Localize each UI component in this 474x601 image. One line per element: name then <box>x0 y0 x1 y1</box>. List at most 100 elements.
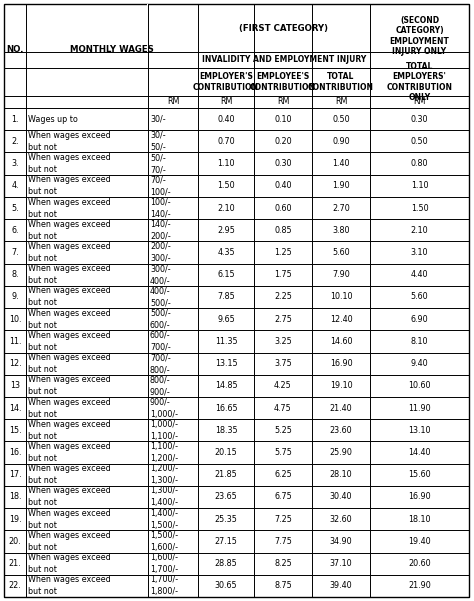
Text: 14.85: 14.85 <box>215 382 237 390</box>
Text: 0.20: 0.20 <box>274 137 292 146</box>
Text: 5.60: 5.60 <box>332 248 350 257</box>
Text: 800/-: 800/- <box>150 376 171 385</box>
Text: 0.90: 0.90 <box>332 137 350 146</box>
Text: 25.35: 25.35 <box>215 514 237 523</box>
Text: 4.: 4. <box>11 182 19 191</box>
Text: 1,000/-: 1,000/- <box>150 419 178 429</box>
Bar <box>147 4 148 96</box>
Text: When wages exceed: When wages exceed <box>28 309 111 318</box>
Text: 4.40: 4.40 <box>411 270 428 279</box>
Text: When wages exceed: When wages exceed <box>28 175 111 185</box>
Text: 1.50: 1.50 <box>410 204 428 213</box>
Text: but not: but not <box>28 276 57 285</box>
Text: 400/-: 400/- <box>150 276 171 285</box>
Text: When wages exceed: When wages exceed <box>28 287 111 296</box>
Text: 50/-: 50/- <box>150 153 166 162</box>
Text: When wages exceed: When wages exceed <box>28 264 111 273</box>
Text: but not: but not <box>28 321 57 330</box>
Text: RM: RM <box>277 97 289 106</box>
Text: MONTHLY WAGES: MONTHLY WAGES <box>70 46 154 55</box>
Text: 17.: 17. <box>9 470 21 479</box>
Text: but not: but not <box>28 188 57 197</box>
Text: 8.75: 8.75 <box>274 581 292 590</box>
Text: 1,500/-: 1,500/- <box>150 531 178 540</box>
Text: 1,100/-: 1,100/- <box>150 432 178 441</box>
Text: 19.40: 19.40 <box>408 537 431 546</box>
Text: 30.65: 30.65 <box>215 581 237 590</box>
Text: 2.: 2. <box>11 137 19 146</box>
Text: 16.: 16. <box>9 448 21 457</box>
Text: 7.85: 7.85 <box>217 293 235 302</box>
Text: but not: but not <box>28 520 57 529</box>
Text: 21.85: 21.85 <box>215 470 237 479</box>
Text: 1,600/-: 1,600/- <box>150 543 178 552</box>
Text: When wages exceed: When wages exceed <box>28 486 111 495</box>
Text: 32.60: 32.60 <box>330 514 352 523</box>
Text: 600/-: 600/- <box>150 331 171 340</box>
Text: 13.10: 13.10 <box>408 426 431 435</box>
Text: 21.40: 21.40 <box>330 403 352 412</box>
Text: EMPLOYER'S
CONTRIBUTION: EMPLOYER'S CONTRIBUTION <box>193 72 259 92</box>
Text: RM: RM <box>413 97 426 106</box>
Text: When wages exceed: When wages exceed <box>28 442 111 451</box>
Text: but not: but not <box>28 476 57 485</box>
Text: EMPLOYEE'S
CONTRIBUTION: EMPLOYEE'S CONTRIBUTION <box>250 72 316 92</box>
Text: 3.75: 3.75 <box>274 359 292 368</box>
Text: 6.90: 6.90 <box>410 315 428 324</box>
Text: but not: but not <box>28 454 57 463</box>
Text: TOTAL
EMPLOYERS'
CONTRIBUTION
ONLY: TOTAL EMPLOYERS' CONTRIBUTION ONLY <box>386 62 453 102</box>
Text: 11.: 11. <box>9 337 21 346</box>
Bar <box>4 67 198 69</box>
Text: 3.: 3. <box>11 159 19 168</box>
Text: RM: RM <box>167 97 179 106</box>
Text: 7.90: 7.90 <box>332 270 350 279</box>
Text: 39.40: 39.40 <box>330 581 352 590</box>
Text: 11.90: 11.90 <box>408 403 431 412</box>
Text: 16.65: 16.65 <box>215 403 237 412</box>
Text: 900/-: 900/- <box>150 398 171 406</box>
Text: Wages up to: Wages up to <box>28 115 78 124</box>
Text: 20.60: 20.60 <box>408 559 431 568</box>
Text: 1.40: 1.40 <box>332 159 350 168</box>
Text: 0.80: 0.80 <box>411 159 428 168</box>
Text: RM: RM <box>220 97 232 106</box>
Text: 500/-: 500/- <box>150 309 171 318</box>
Text: When wages exceed: When wages exceed <box>28 131 111 140</box>
Text: 1,600/-: 1,600/- <box>150 553 178 562</box>
Text: When wages exceed: When wages exceed <box>28 575 111 584</box>
Text: 5.25: 5.25 <box>274 426 292 435</box>
Text: 0.85: 0.85 <box>274 226 292 235</box>
Text: but not: but not <box>28 210 57 219</box>
Text: 1,400/-: 1,400/- <box>150 508 178 517</box>
Text: When wages exceed: When wages exceed <box>28 353 111 362</box>
Text: NO.: NO. <box>6 46 24 55</box>
Text: 30/-: 30/- <box>150 131 165 140</box>
Text: When wages exceed: When wages exceed <box>28 398 111 406</box>
Text: 1,500/-: 1,500/- <box>150 520 178 529</box>
Text: but not: but not <box>28 254 57 263</box>
Text: 140/-: 140/- <box>150 220 171 229</box>
Text: 13: 13 <box>10 382 20 390</box>
Text: When wages exceed: When wages exceed <box>28 464 111 473</box>
Text: 4.25: 4.25 <box>274 382 292 390</box>
Text: 900/-: 900/- <box>150 387 171 396</box>
Text: but not: but not <box>28 587 57 596</box>
Text: 1,400/-: 1,400/- <box>150 498 178 507</box>
Text: 1.50: 1.50 <box>217 182 235 191</box>
Text: 0.10: 0.10 <box>274 115 292 124</box>
Text: 9.40: 9.40 <box>410 359 428 368</box>
Text: 2.95: 2.95 <box>217 226 235 235</box>
Text: 300/-: 300/- <box>150 254 171 263</box>
Text: but not: but not <box>28 565 57 574</box>
Text: but not: but not <box>28 498 57 507</box>
Text: 6.: 6. <box>11 226 19 235</box>
Text: 1,700/-: 1,700/- <box>150 575 178 584</box>
Text: 3.80: 3.80 <box>332 226 350 235</box>
Text: 1,800/-: 1,800/- <box>150 587 178 596</box>
Text: 11.35: 11.35 <box>215 337 237 346</box>
Text: 1,000/-: 1,000/- <box>150 409 178 418</box>
Text: 19.: 19. <box>9 514 21 523</box>
Text: 1.: 1. <box>11 115 19 124</box>
Text: 15.: 15. <box>9 426 21 435</box>
Text: (FIRST CATEGORY): (FIRST CATEGORY) <box>239 23 328 32</box>
